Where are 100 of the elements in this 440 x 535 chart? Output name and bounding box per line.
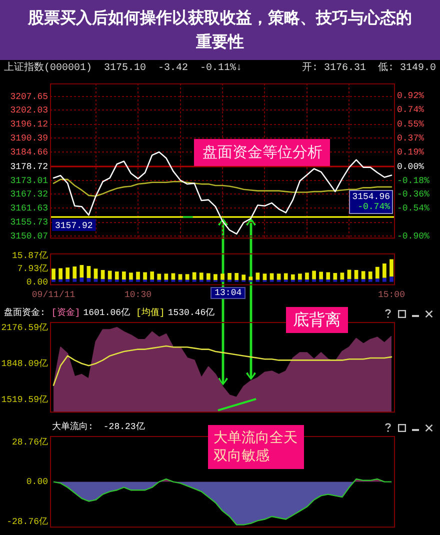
bar [361, 279, 366, 282]
text: 1530.46亿 [168, 308, 215, 318]
bar [94, 268, 98, 279]
bar [143, 272, 147, 280]
y-tick-label: 3150.07 [10, 231, 48, 242]
bar [114, 271, 119, 280]
bar [80, 264, 84, 278]
bar [100, 279, 105, 282]
y2-tick-label: 0.00% [397, 162, 425, 172]
y2-tick-label: -0.18% [397, 176, 430, 186]
text: -28.23亿 [103, 422, 145, 432]
y-tick-label: 28.76亿 [12, 436, 48, 448]
bar [66, 267, 70, 280]
y2-tick-label: 0.19% [397, 147, 425, 158]
y-tick-label: 3161.63 [10, 203, 48, 214]
bar [58, 279, 62, 282]
bar [52, 268, 56, 280]
y-tick-label: 1848.09亿 [1, 358, 48, 370]
text: 盘面资金: [4, 308, 46, 318]
bar [368, 279, 372, 282]
text: 上证指数(000001) 3175.10 -3.42 -0.11%↓ [4, 63, 242, 75]
x-tick-label: 15:00 [378, 290, 405, 300]
bar [206, 273, 210, 280]
text: 开: 3176.31 低: 3149.0 [302, 63, 436, 75]
y2-tick-label: -0.36% [397, 190, 430, 200]
bar [234, 272, 239, 280]
bar [86, 266, 91, 278]
y-tick-label: 3178.72 [10, 162, 48, 172]
bar [276, 274, 281, 280]
bar [157, 274, 162, 280]
y-tick-label: 3202.03 [10, 105, 48, 116]
bar [192, 272, 196, 280]
bar [305, 272, 309, 280]
bar [390, 259, 394, 277]
y-tick-label: -28.76亿 [6, 516, 48, 528]
bar [136, 272, 140, 280]
bar [368, 271, 372, 280]
bar [326, 272, 330, 280]
chart-title: 股票买入后如何操作以获取收益，策略、技巧与心态的重要性 [26, 7, 413, 53]
y-tick-label: 3190.39 [10, 134, 48, 144]
bar [333, 272, 338, 280]
bar [66, 279, 70, 282]
bar [220, 274, 224, 280]
x-tick-label: 10:30 [124, 290, 152, 300]
bar [94, 278, 98, 282]
bar [86, 278, 91, 282]
bar [354, 279, 358, 282]
y2-tick-label: 0.74% [397, 104, 425, 115]
bar [185, 274, 190, 280]
bar [375, 278, 380, 282]
bar [298, 274, 302, 280]
bar [214, 274, 218, 280]
y2-tick-label: 0.92% [397, 90, 425, 101]
annotation: 盘面资金等位分析 [194, 138, 330, 166]
bar [80, 278, 84, 282]
bar [122, 271, 126, 280]
y-tick-label: 3196.12 [10, 120, 48, 130]
y-tick-label: 3184.66 [10, 148, 48, 158]
bar [340, 272, 344, 280]
y2-tick-label: 0.55% [397, 120, 425, 130]
y-tick-label: 2176.59亿 [1, 322, 48, 334]
annotation: 大单流向全天双向敏感 [208, 425, 304, 469]
y-tick-label: 0.00 [26, 277, 48, 288]
bar [382, 264, 386, 278]
text: [资金] [51, 308, 80, 318]
bar [319, 279, 324, 282]
bar [319, 272, 324, 280]
bar [72, 266, 77, 279]
text: 1601.06亿 [83, 308, 130, 318]
annotation: 3154.96 [352, 192, 390, 202]
bar [256, 272, 260, 280]
y-tick-label: 3173.01 [10, 176, 48, 186]
bar [375, 266, 380, 279]
bar [290, 274, 295, 280]
bar [382, 278, 386, 282]
bar [199, 272, 204, 280]
y-tick-label: 1519.59亿 [1, 394, 48, 405]
x-tick-label: 09/11/11 [32, 290, 76, 300]
bar [312, 270, 316, 280]
y2-tick-label: -0.54% [397, 204, 430, 214]
text: [均值] [136, 308, 165, 318]
y-tick-label: 3167.32 [10, 190, 48, 200]
y-tick-label: 3155.73 [10, 218, 48, 228]
ref-line-label: 3157.92 [55, 220, 93, 231]
bar [129, 272, 133, 280]
y2-tick-label: 0.37% [397, 133, 425, 144]
bar [72, 278, 77, 282]
annotation: 底背离 [286, 307, 348, 333]
bar [108, 279, 112, 282]
bar [242, 274, 246, 280]
bar [164, 274, 168, 280]
bar [248, 276, 253, 280]
y-tick-label: 0.00 [26, 477, 48, 488]
bar [312, 279, 316, 282]
bar [284, 273, 288, 280]
bar [108, 270, 112, 280]
y2-tick-label: -0.90% [397, 231, 430, 242]
bar [347, 279, 352, 282]
bar [262, 274, 267, 280]
y-tick-label: 3207.65 [10, 92, 48, 102]
